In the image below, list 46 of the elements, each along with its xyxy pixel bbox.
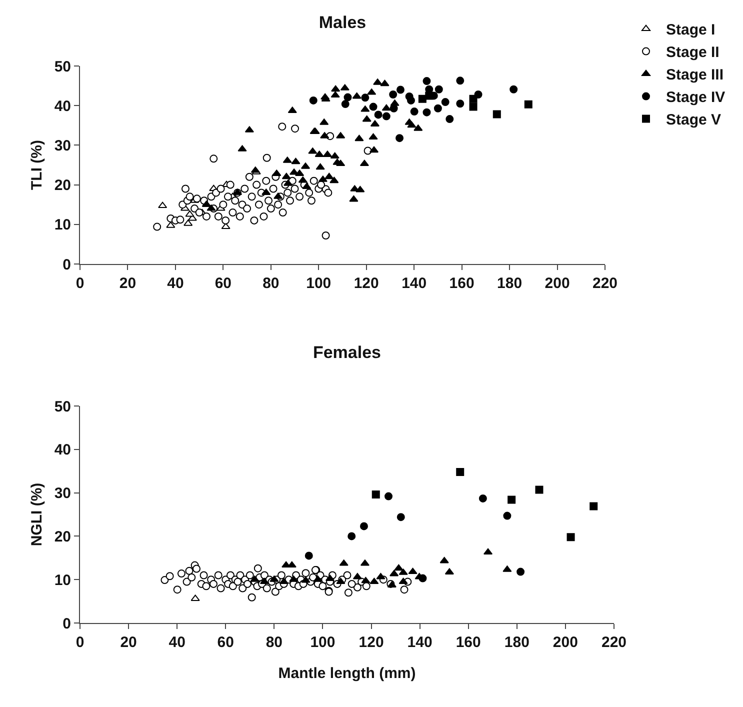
y-axis-title: NGLI (%) [28,482,46,546]
x-tick-label: 60 [214,275,232,292]
x-tick-label: 120 [354,275,379,292]
x-tick-label: 100 [306,275,332,292]
x-tick-label: 0 [76,634,84,651]
x-tick-label: 180 [504,634,530,651]
y-tick-label: 40 [54,442,71,459]
x-tick-label: 220 [601,634,627,651]
y-tick-label: 20 [54,528,71,546]
x-tick-label: 40 [167,275,184,292]
y-tick-label: 10 [54,572,71,589]
x-tick-label: 140 [402,275,427,292]
x-tick-label: 0 [76,275,84,292]
x-tick-label: 220 [592,275,618,292]
x-tick-label: 180 [497,275,522,292]
x-tick-label: 200 [544,275,570,292]
x-tick-label: 200 [552,634,578,651]
y-tick-label: 20 [54,177,71,194]
y-axis-title: TLI (%) [28,140,46,190]
y-tick-label: 0 [62,256,71,274]
y-tick-label: 40 [54,98,71,115]
legend-label: Stage II [666,44,720,62]
y-tick-label: 50 [54,398,71,416]
chart-title: Males [318,12,366,32]
y-tick-label: 50 [54,58,71,76]
y-tick-label: 30 [54,137,71,154]
x-tick-label: 100 [310,634,336,651]
legend-label: Stage I [666,22,716,39]
x-tick-label: 160 [456,634,481,651]
y-tick-label: 30 [54,485,71,502]
x-tick-label: 80 [266,634,283,651]
legend-label: Stage III [666,66,724,84]
x-tick-label: 160 [449,275,474,292]
legend-label: Stage V [666,112,722,129]
y-tick-label: 10 [54,216,71,234]
x-tick-label: 20 [120,634,137,651]
chart-title: Females [312,342,382,362]
x-tick-label: 80 [262,275,280,292]
x-tick-label: 20 [119,275,136,292]
x-tick-label: 60 [217,634,234,651]
x-tick-label: 120 [358,634,384,651]
y-tick-label: 0 [62,615,71,632]
x-tick-label: 40 [168,634,186,651]
legend-label: Stage IV [666,89,726,106]
x-tick-label: 140 [407,634,432,651]
x-axis-title: Mantle length (mm) [278,665,416,682]
